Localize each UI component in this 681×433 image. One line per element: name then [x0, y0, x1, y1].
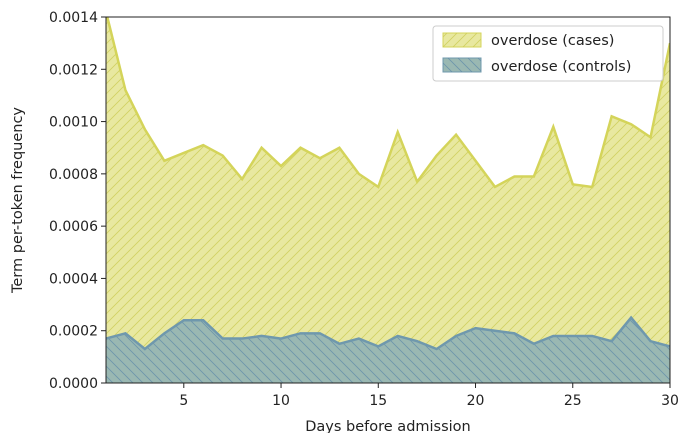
- x-axis-label: Days before admission: [305, 419, 471, 433]
- x-tick-label: 15: [369, 393, 387, 409]
- y-tick-label: 0.0008: [49, 167, 98, 183]
- y-tick-label: 0.0000: [49, 376, 98, 392]
- x-tick-label: 10: [272, 393, 290, 409]
- y-tick-label: 0.0002: [49, 324, 98, 340]
- y-tick-label: 0.0004: [49, 271, 98, 287]
- y-tick-label: 0.0012: [49, 62, 98, 78]
- legend-box: [432, 25, 664, 82]
- legend-label-controls: overdose (controls): [491, 59, 631, 75]
- line-controls: [106, 315, 670, 351]
- y-axis-label: Term per-token frequency: [10, 107, 26, 294]
- x-tick-label: 5: [179, 393, 188, 409]
- y-axis: 0.0000 0.0002 0.0004 0.0006 0.0008 0.0010 0.00…: [49, 10, 106, 392]
- y-tick-label: 0.0010: [49, 115, 98, 131]
- legend-label-cases: overdose (cases): [491, 33, 614, 49]
- area-controls-hatch: [106, 317, 670, 383]
- legend: overdose (cases) overdose (controls): [432, 25, 664, 82]
- area-cases-hatch: [106, 17, 670, 383]
- y-tick-label: 0.0006: [49, 219, 98, 235]
- x-axis: 5 10 15 20 25 30: [179, 383, 679, 409]
- x-tick-label: 25: [564, 393, 582, 409]
- x-tick-label: 20: [467, 393, 485, 409]
- line-cases: [106, 17, 670, 189]
- y-tick-label: 0.0014: [49, 10, 98, 26]
- plot-area: [106, 17, 670, 383]
- plot-frame: [105, 16, 671, 384]
- x-tick-label: 30: [661, 393, 679, 409]
